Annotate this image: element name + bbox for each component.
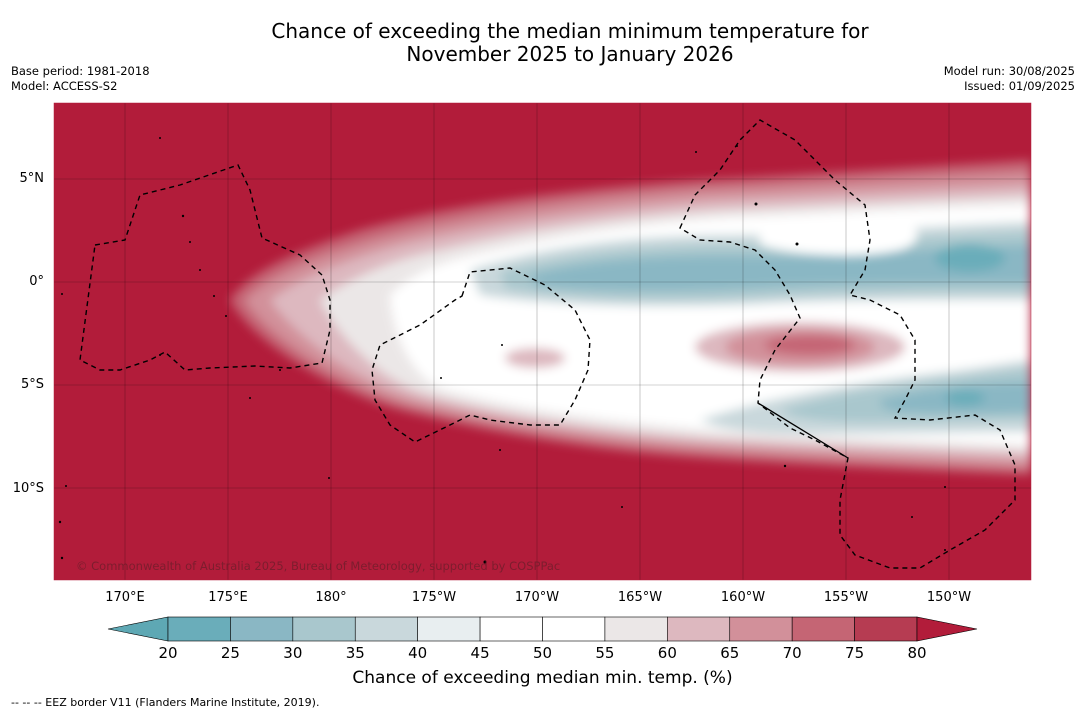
title-line-2: November 2025 to January 2026: [406, 42, 734, 66]
lat-label-10s: 10°S: [12, 481, 44, 496]
lon-label-165w: 165°W: [617, 590, 663, 605]
lat-label-0: 0°: [29, 274, 44, 289]
colorbar-tick-label: 55: [595, 644, 615, 662]
colorbar-tick-label: 65: [720, 644, 740, 662]
colorbar-tick-label: 75: [845, 644, 865, 662]
lon-label-175e: 175°E: [208, 590, 248, 605]
colorbar-tick-label: 60: [657, 644, 677, 662]
base-period-text: Base period: 1981-2018: [11, 64, 150, 78]
lon-label-150w: 150°W: [926, 590, 972, 605]
eez-legend-text: -- -- -- EEZ border V11 (Flanders Marine…: [11, 696, 320, 709]
cool-spot-south: [945, 390, 985, 406]
lon-label-175w: 175°W: [411, 590, 457, 605]
lon-label-170e: 170°E: [105, 590, 145, 605]
cool-spot-25: [935, 244, 1005, 272]
model-text: Model: ACCESS-S2: [11, 79, 118, 93]
chart-title: Chance of exceeding the median minimum t…: [0, 20, 1085, 66]
lat-label-5n: 5°N: [19, 171, 45, 186]
warm-spot-small: [505, 348, 565, 368]
lon-label-170w: 170°W: [514, 590, 560, 605]
graticule: [54, 103, 1031, 580]
colorbar-tick-label: 40: [408, 644, 428, 662]
eez-solid-line: [757, 402, 849, 459]
eez-tokelau: [371, 267, 591, 443]
model-run-text: Model run: 30/08/2025: [943, 64, 1075, 78]
band-north-white: [760, 213, 918, 256]
colorbar-tick-label: 45: [470, 644, 490, 662]
copyright-text: © Commonwealth of Australia 2025, Bureau…: [76, 559, 561, 573]
warm-spot-75: [765, 335, 855, 355]
colorbar-tick-label: 70: [782, 644, 802, 662]
lat-label-5s: 5°S: [20, 377, 44, 392]
islands: [58, 137, 946, 564]
colorbar-tick-label: 80: [907, 644, 927, 662]
meta-right: Model run: 30/08/2025 Issued: 01/09/2025: [944, 64, 1075, 94]
lon-label-155w: 155°W: [823, 590, 869, 605]
colorbar-tick-label: 20: [158, 644, 178, 662]
lon-label-180: 180°: [315, 590, 347, 605]
title-line-1: Chance of exceeding the median minimum t…: [271, 19, 869, 43]
colorbar-tick-label: 50: [532, 644, 553, 662]
meta-left: Base period: 1981-2018 Model: ACCESS-S2: [11, 64, 150, 94]
eez-borders: [79, 119, 1016, 569]
eez-kiribati-gilberts: [79, 164, 331, 371]
colorbar-tick-label: 35: [345, 644, 365, 662]
band-30: [530, 245, 1031, 291]
lon-label-160w: 160°W: [720, 590, 766, 605]
colorbar-tick-label: 30: [283, 644, 303, 662]
colorbar-label: Chance of exceeding median min. temp. (%…: [352, 668, 733, 688]
colorbar-tick-label: 25: [220, 644, 240, 662]
issued-text: Issued: 01/09/2025: [964, 79, 1075, 93]
